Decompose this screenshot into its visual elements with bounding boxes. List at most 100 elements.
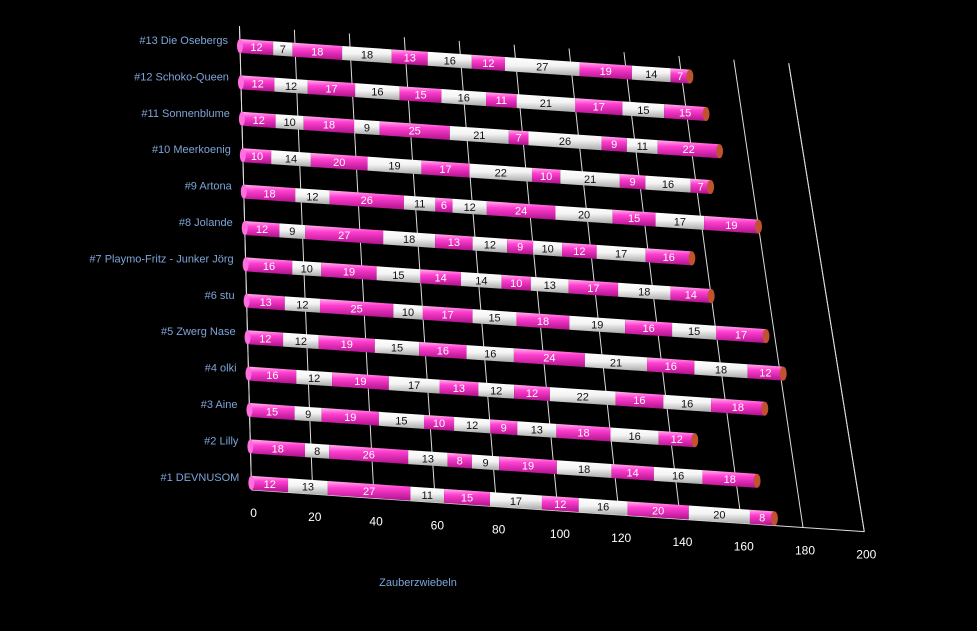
data-label: 17 (510, 496, 522, 508)
data-label: 12 (259, 333, 271, 345)
data-label: 22 (683, 144, 695, 156)
bar-segment (279, 223, 306, 240)
data-label: 14 (685, 290, 697, 302)
bar-start-cap (243, 293, 250, 308)
bar-segment (427, 51, 472, 69)
bar-segment (645, 248, 692, 266)
data-label: 18 (311, 46, 323, 58)
x-tick-label: 80 (492, 523, 506, 537)
data-label: 20 (578, 210, 590, 222)
data-label: 10 (540, 171, 552, 183)
bar-segment (664, 104, 707, 122)
bar-segment (514, 384, 550, 402)
bar-segment (292, 42, 343, 60)
data-label: 13 (404, 53, 416, 65)
bar-segment (355, 83, 400, 101)
bar-segment (305, 225, 384, 245)
bar-segment (379, 121, 450, 140)
bar-segment (490, 419, 518, 436)
data-label: 15 (266, 407, 278, 419)
data-label: 9 (289, 226, 295, 238)
bar-segment (670, 68, 690, 84)
bar-segment (305, 443, 330, 459)
bar-segment (579, 62, 632, 80)
bar-segment (469, 163, 532, 182)
bar-segment (240, 39, 274, 56)
bar-segment (672, 322, 717, 340)
bar-segment (596, 244, 646, 263)
data-label: 10 (284, 117, 296, 129)
bar-segment (295, 188, 330, 205)
bar-row: 15 9 19 15 10 12 9 13 18 16 12 (246, 403, 699, 448)
bar-segment (568, 279, 619, 297)
data-label: 8 (314, 446, 320, 458)
data-label: 10 (251, 151, 263, 163)
bar-segment (528, 131, 602, 151)
data-label: 13 (531, 425, 543, 437)
data-label: 13 (302, 482, 314, 494)
data-label: 18 (403, 234, 415, 246)
data-label: 27 (363, 486, 375, 498)
data-label: 12 (526, 388, 538, 400)
data-label: 10 (433, 418, 445, 430)
bar-segment (611, 463, 654, 481)
data-label: 16 (371, 87, 383, 99)
data-label: 19 (600, 66, 612, 78)
bar-segment (393, 303, 423, 320)
data-label: 11 (496, 95, 507, 107)
x-tick-label: 180 (795, 543, 815, 557)
data-label: 17 (441, 309, 453, 321)
bar-segment (631, 65, 671, 83)
bar-segment (420, 269, 461, 287)
bar-segment (354, 119, 380, 136)
data-label: 27 (536, 62, 548, 74)
data-label: 16 (665, 361, 677, 373)
x-tick-label: 100 (550, 527, 570, 541)
data-label: 14 (475, 275, 487, 287)
bar-segment (327, 480, 411, 501)
bar-segment (618, 282, 671, 301)
bar-segment (702, 470, 758, 488)
data-label: 12 (573, 246, 585, 258)
data-label: 16 (444, 55, 456, 67)
bar-end-cap (707, 289, 715, 304)
data-label: 15 (414, 90, 426, 102)
data-label: 22 (577, 391, 589, 403)
data-label: 19 (522, 460, 534, 472)
data-label: 11 (414, 199, 425, 211)
bar-segment (556, 460, 612, 478)
data-label: 11 (637, 141, 648, 153)
data-label: 19 (725, 220, 737, 232)
bar-segment (647, 357, 695, 375)
bar-segment (460, 272, 502, 289)
bar-segment (560, 169, 620, 188)
data-label: 15 (392, 270, 404, 282)
data-label: 12 (490, 385, 502, 397)
bar-segment (472, 236, 508, 253)
bar-row: 18 8 26 13 8 9 19 18 14 16 18 (247, 439, 761, 488)
bar-segment (329, 190, 404, 210)
bar-row: 12 7 18 18 13 16 12 27 19 14 7 (237, 39, 694, 84)
x-tick-label: 0 (250, 506, 257, 520)
x-tick-label: 200 (856, 548, 876, 562)
data-label: 12 (296, 300, 308, 312)
data-label: 12 (759, 367, 771, 379)
bar-segment (247, 330, 284, 347)
category-labels: #13 Die Osebergs #12 Schoko-Queen #11 Sonn… (89, 35, 239, 484)
x-axis-line (251, 489, 865, 533)
bar-segment (653, 466, 703, 485)
bar-segment (441, 89, 487, 107)
bar-row: 18 12 26 11 6 12 24 20 15 17 19 (240, 184, 763, 234)
bar-segment (284, 296, 320, 313)
bar-segment (378, 411, 424, 429)
bar-segment (516, 312, 570, 330)
bar-segment (658, 430, 695, 448)
bar-segment (504, 57, 580, 77)
data-label: 20 (333, 157, 345, 169)
bar-segment (294, 406, 322, 422)
bar-end-cap (755, 219, 763, 234)
data-label: 11 (422, 490, 433, 502)
bar-row: 10 14 20 19 17 22 10 21 9 16 7 (239, 148, 715, 195)
data-label: 18 (263, 188, 275, 200)
data-label: 19 (343, 266, 355, 278)
